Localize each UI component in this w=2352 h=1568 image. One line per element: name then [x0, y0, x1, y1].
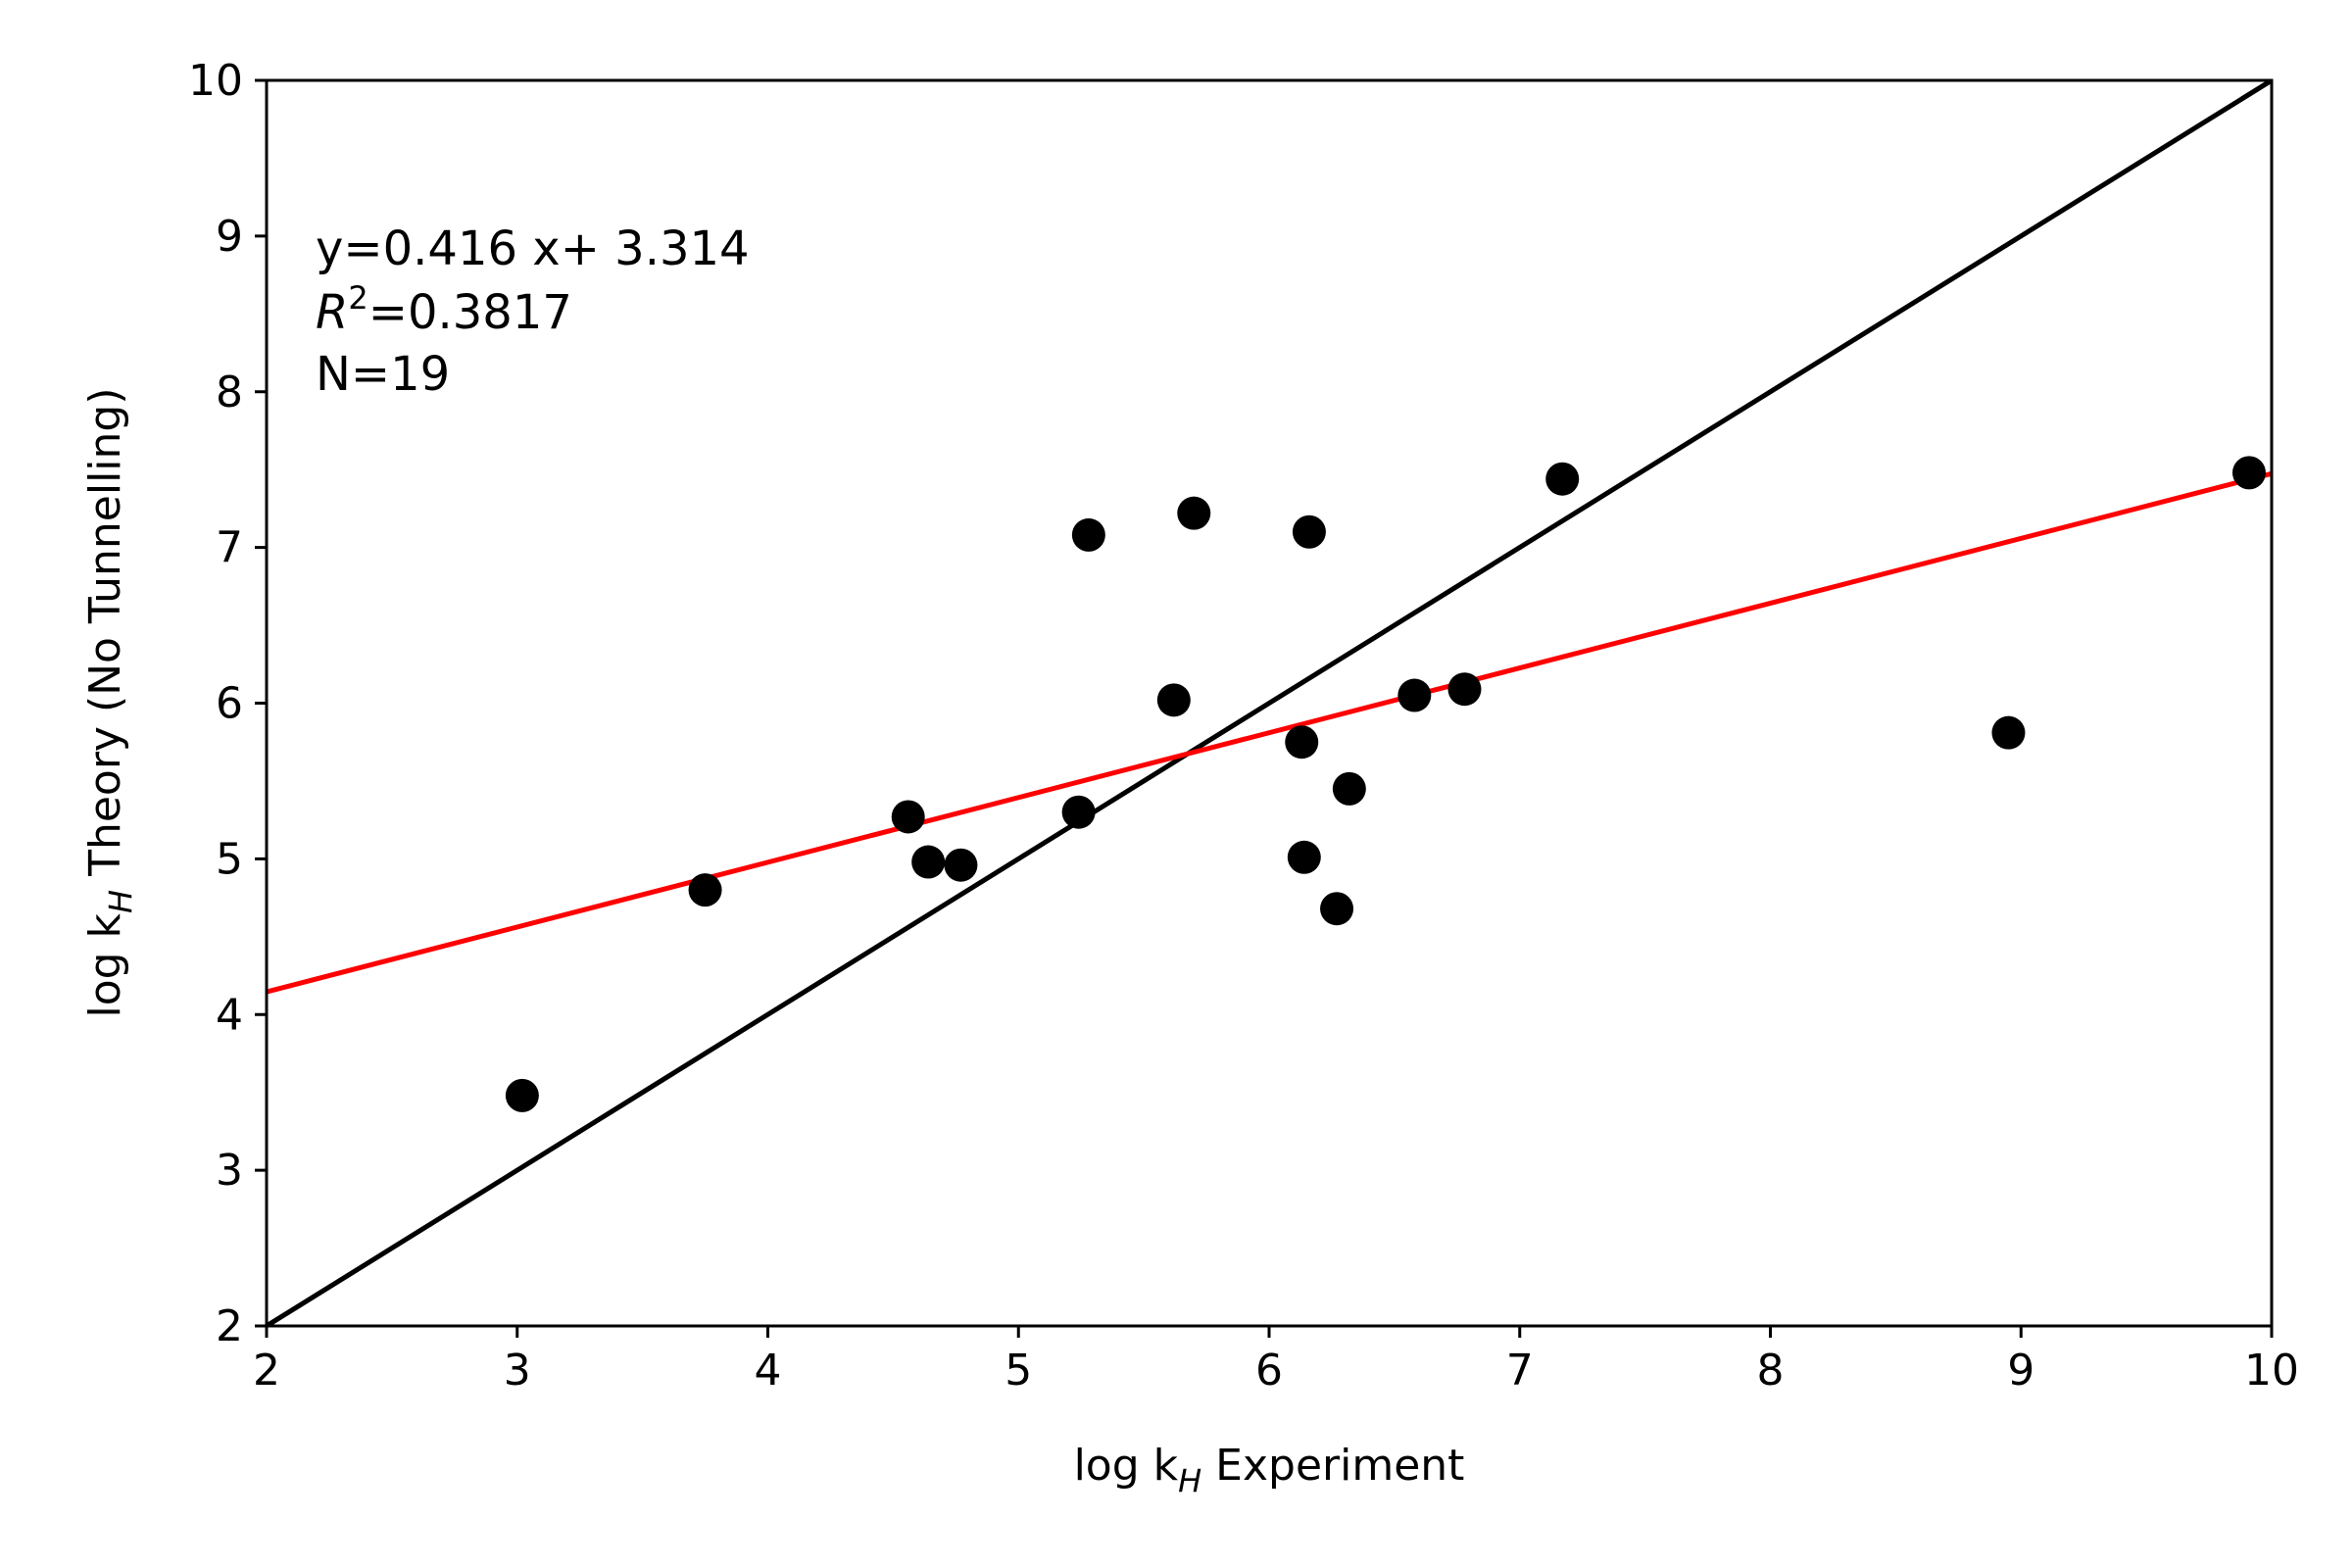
- data-point: [1071, 517, 1105, 552]
- x-axis-label-main: log k: [1074, 1441, 1179, 1491]
- data-points: [505, 456, 2266, 1112]
- data-point: [891, 800, 925, 834]
- y-tick-label: 4: [216, 990, 243, 1040]
- data-point: [944, 848, 978, 882]
- data-point: [1320, 892, 1354, 926]
- y-tick-label: 5: [216, 834, 243, 884]
- r-squared-value: =0.3817: [368, 285, 572, 340]
- y-tick-label: 9: [216, 212, 243, 262]
- x-tick-label: 6: [1255, 1346, 1283, 1396]
- data-point: [911, 845, 946, 879]
- x-tick-label: 10: [2244, 1346, 2299, 1396]
- x-tick-label: 3: [504, 1346, 531, 1396]
- y-tick-label: 2: [216, 1301, 243, 1351]
- x-tick-label: 2: [253, 1346, 280, 1396]
- data-point: [1545, 462, 1580, 496]
- r-squared-power: 2: [348, 279, 368, 317]
- y-axis-ticks: 2 3 4 5 6 7 8 9 10: [188, 56, 267, 1351]
- y-axis-label-subscript: H: [102, 890, 139, 913]
- y-tick-label: 6: [216, 679, 243, 729]
- x-tick-label: 8: [1757, 1346, 1785, 1396]
- x-axis-label: log kH Experiment: [1074, 1441, 1465, 1499]
- r-squared-symbol: R: [316, 285, 348, 340]
- x-axis-label-rest: Experiment: [1201, 1441, 1464, 1491]
- y-tick-label: 8: [216, 368, 243, 417]
- y-axis-label: log kH Theory (No Tunnelling): [80, 387, 139, 1017]
- y-axis-label-main: log k: [80, 912, 130, 1017]
- x-tick-label: 5: [1004, 1346, 1032, 1396]
- data-point: [1287, 840, 1321, 874]
- x-tick-label: 7: [1506, 1346, 1534, 1396]
- data-point: [688, 873, 722, 907]
- identity-line: [267, 80, 2272, 1326]
- x-axis-ticks: 2 3 4 5 6 7 8 9 10: [253, 1326, 2299, 1396]
- plot-frame: [265, 78, 2274, 1328]
- data-point: [2231, 456, 2266, 490]
- data-point: [1447, 672, 1482, 707]
- data-point: [1332, 771, 1366, 806]
- y-axis-label-rest: Theory (No Tunnelling): [80, 387, 130, 889]
- r-squared: R2=0.3817: [316, 279, 572, 340]
- data-point: [1061, 795, 1096, 829]
- fit-equation: y=0.416 x+ 3.314: [316, 221, 750, 276]
- y-tick-label: 3: [216, 1146, 243, 1196]
- y-tick-label: 7: [216, 523, 243, 573]
- x-tick-label: 9: [2007, 1346, 2034, 1396]
- data-point: [1285, 725, 1319, 760]
- sample-count: N=19: [316, 347, 450, 402]
- fit-line: [267, 470, 2272, 995]
- y-tick-label: 10: [188, 56, 243, 106]
- data-point: [1292, 514, 1326, 549]
- data-point: [1991, 715, 2026, 750]
- data-point: [505, 1078, 539, 1112]
- data-point: [1156, 683, 1191, 717]
- data-point: [1397, 678, 1432, 712]
- data-point: [1177, 496, 1211, 530]
- x-tick-label: 4: [755, 1346, 782, 1396]
- x-axis-label-subscript: H: [1178, 1462, 1201, 1499]
